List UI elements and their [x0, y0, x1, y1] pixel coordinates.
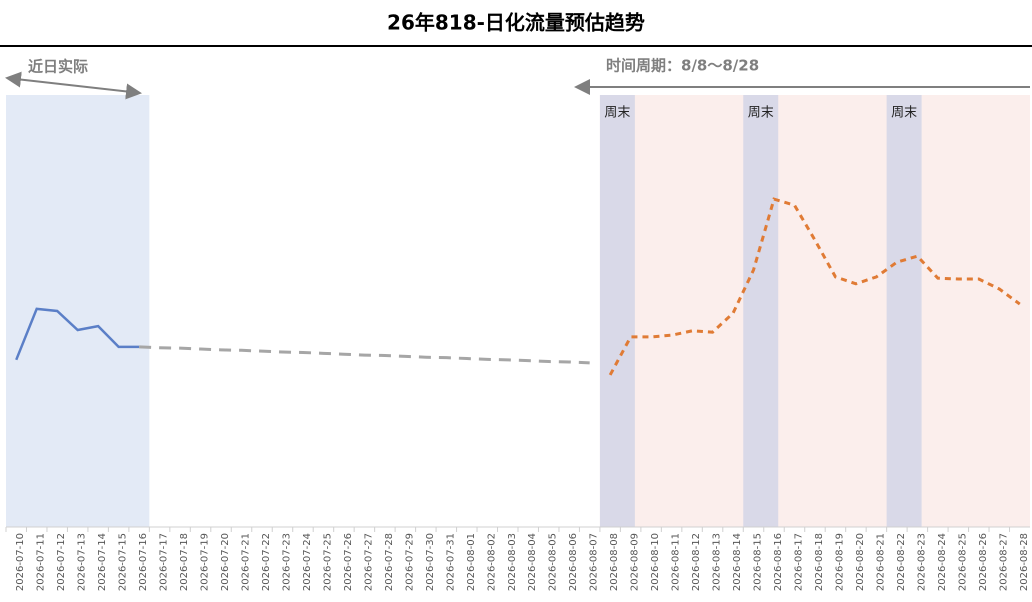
shading: 周末 周末 周末 — [6, 95, 1030, 527]
series-line — [608, 197, 1021, 376]
x-tick-label: 2026-08-04 — [527, 533, 538, 591]
x-tick-label: 2026-07-30 — [425, 533, 436, 591]
x-tick-label: 2026-08-21 — [875, 533, 886, 591]
x-tick-label: 2026-07-21 — [241, 533, 252, 591]
x-tick-label: 2026-07-14 — [97, 533, 108, 591]
x-tick-label: 2026-08-03 — [507, 533, 518, 591]
x-tick-label: 2026-08-20 — [855, 533, 866, 591]
series-line — [15, 307, 140, 361]
x-tick-label: 2026-08-25 — [957, 533, 968, 591]
series-line — [139, 345, 590, 365]
chart-title: 26年818-日化流量预估趋势 — [387, 11, 645, 35]
recent-arrow — [5, 71, 142, 100]
x-tick-label: 2026-07-23 — [281, 533, 292, 591]
x-tick-label: 2026-07-22 — [261, 533, 272, 591]
x-tick-label: 2026-08-28 — [1019, 533, 1030, 591]
weekend-label: 周末 — [748, 106, 774, 121]
x-tick-label: 2026-07-27 — [363, 533, 374, 591]
x-tick-label: 2026-08-27 — [998, 533, 1009, 591]
x-tick-label: 2026-08-16 — [773, 533, 784, 591]
x-tick-label: 2026-08-02 — [486, 533, 497, 591]
x-tick-label: 2026-07-28 — [384, 533, 395, 591]
x-tick-label: 2026-08-19 — [834, 533, 845, 591]
weekend-band — [886, 95, 922, 527]
x-tick-label: 2026-08-23 — [916, 533, 927, 591]
weekend-label: 周末 — [604, 106, 630, 121]
x-tick-label: 2026-08-14 — [732, 533, 743, 591]
x-tick-label: 2026-08-13 — [712, 533, 723, 591]
x-tick-label: 2026-08-08 — [609, 533, 620, 591]
x-tick-label: 2026-08-26 — [978, 533, 989, 591]
x-tick-label: 2026-07-11 — [36, 533, 47, 591]
x-tick-label: 2026-07-26 — [343, 533, 354, 591]
x-tick-label: 2026-08-17 — [793, 533, 804, 591]
x-tick-label: 2026-08-15 — [753, 533, 764, 591]
x-tick-label: 2026-08-11 — [671, 533, 682, 591]
x-tick-label: 2026-07-13 — [77, 533, 88, 591]
x-tick-label: 2026-07-18 — [179, 533, 190, 591]
x-tick-label: 2026-08-12 — [691, 533, 702, 591]
recent-region — [6, 95, 150, 527]
x-tick-label: 2026-08-18 — [814, 533, 825, 591]
forecast-region — [599, 95, 1030, 527]
x-tick-label: 2026-08-06 — [568, 533, 579, 591]
x-tick-label: 2026-07-12 — [56, 533, 67, 591]
x-tick-label: 2026-08-07 — [589, 533, 600, 591]
weekend-label: 周末 — [891, 106, 917, 121]
x-tick-label: 2026-08-09 — [630, 533, 641, 591]
x-tick-label: 2026-07-19 — [200, 533, 211, 591]
x-tick-label: 2026-08-10 — [650, 533, 661, 591]
x-tick-label: 2026-07-29 — [404, 533, 415, 591]
x-tick-label: 2026-07-31 — [445, 533, 456, 591]
x-tick-label: 2026-07-20 — [220, 533, 231, 591]
period-label: 时间周期：8/8～8/28 — [606, 57, 759, 75]
x-tick-label: 2026-07-10 — [15, 533, 26, 591]
x-tick-label: 2026-07-25 — [322, 533, 333, 591]
weekend-band — [599, 95, 635, 527]
x-tick-label: 2026-08-24 — [937, 533, 948, 591]
x-tick-label: 2026-07-15 — [118, 533, 129, 591]
x-tick-label: 2026-08-01 — [466, 533, 477, 591]
x-tick-label: 2026-08-05 — [548, 533, 559, 591]
x-tick-label: 2026-07-24 — [302, 533, 313, 591]
recent-label: 近日实际 — [28, 58, 88, 76]
weekend-band — [743, 95, 779, 527]
x-tick-label: 2026-08-22 — [896, 533, 907, 591]
x-tick-label: 2026-07-16 — [138, 533, 149, 591]
x-tick-label: 2026-07-17 — [159, 533, 170, 591]
